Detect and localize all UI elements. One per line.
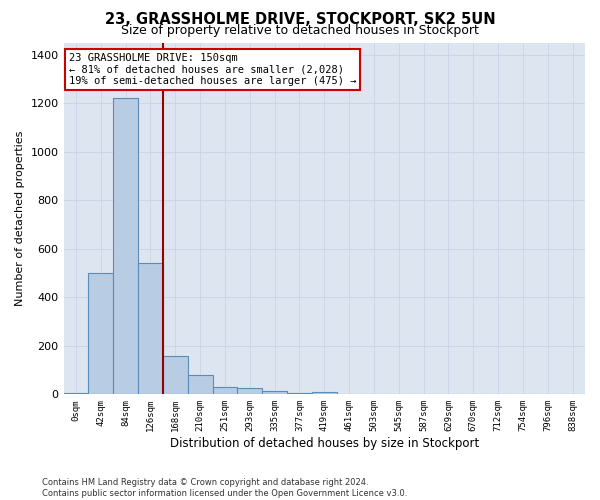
Text: 23, GRASSHOLME DRIVE, STOCKPORT, SK2 5UN: 23, GRASSHOLME DRIVE, STOCKPORT, SK2 5UN bbox=[104, 12, 496, 28]
Text: 23 GRASSHOLME DRIVE: 150sqm
← 81% of detached houses are smaller (2,028)
19% of : 23 GRASSHOLME DRIVE: 150sqm ← 81% of det… bbox=[69, 53, 356, 86]
Bar bbox=[188, 375, 212, 394]
Bar bbox=[312, 392, 337, 394]
Bar bbox=[113, 98, 138, 395]
Text: Size of property relative to detached houses in Stockport: Size of property relative to detached ho… bbox=[121, 24, 479, 37]
Bar bbox=[262, 390, 287, 394]
Text: Contains HM Land Registry data © Crown copyright and database right 2024.
Contai: Contains HM Land Registry data © Crown c… bbox=[42, 478, 407, 498]
X-axis label: Distribution of detached houses by size in Stockport: Distribution of detached houses by size … bbox=[170, 437, 479, 450]
Bar bbox=[287, 393, 312, 394]
Bar bbox=[163, 356, 188, 395]
Bar bbox=[88, 273, 113, 394]
Bar bbox=[64, 393, 88, 394]
Y-axis label: Number of detached properties: Number of detached properties bbox=[15, 130, 25, 306]
Bar bbox=[238, 388, 262, 394]
Bar bbox=[212, 386, 238, 394]
Bar bbox=[138, 264, 163, 394]
